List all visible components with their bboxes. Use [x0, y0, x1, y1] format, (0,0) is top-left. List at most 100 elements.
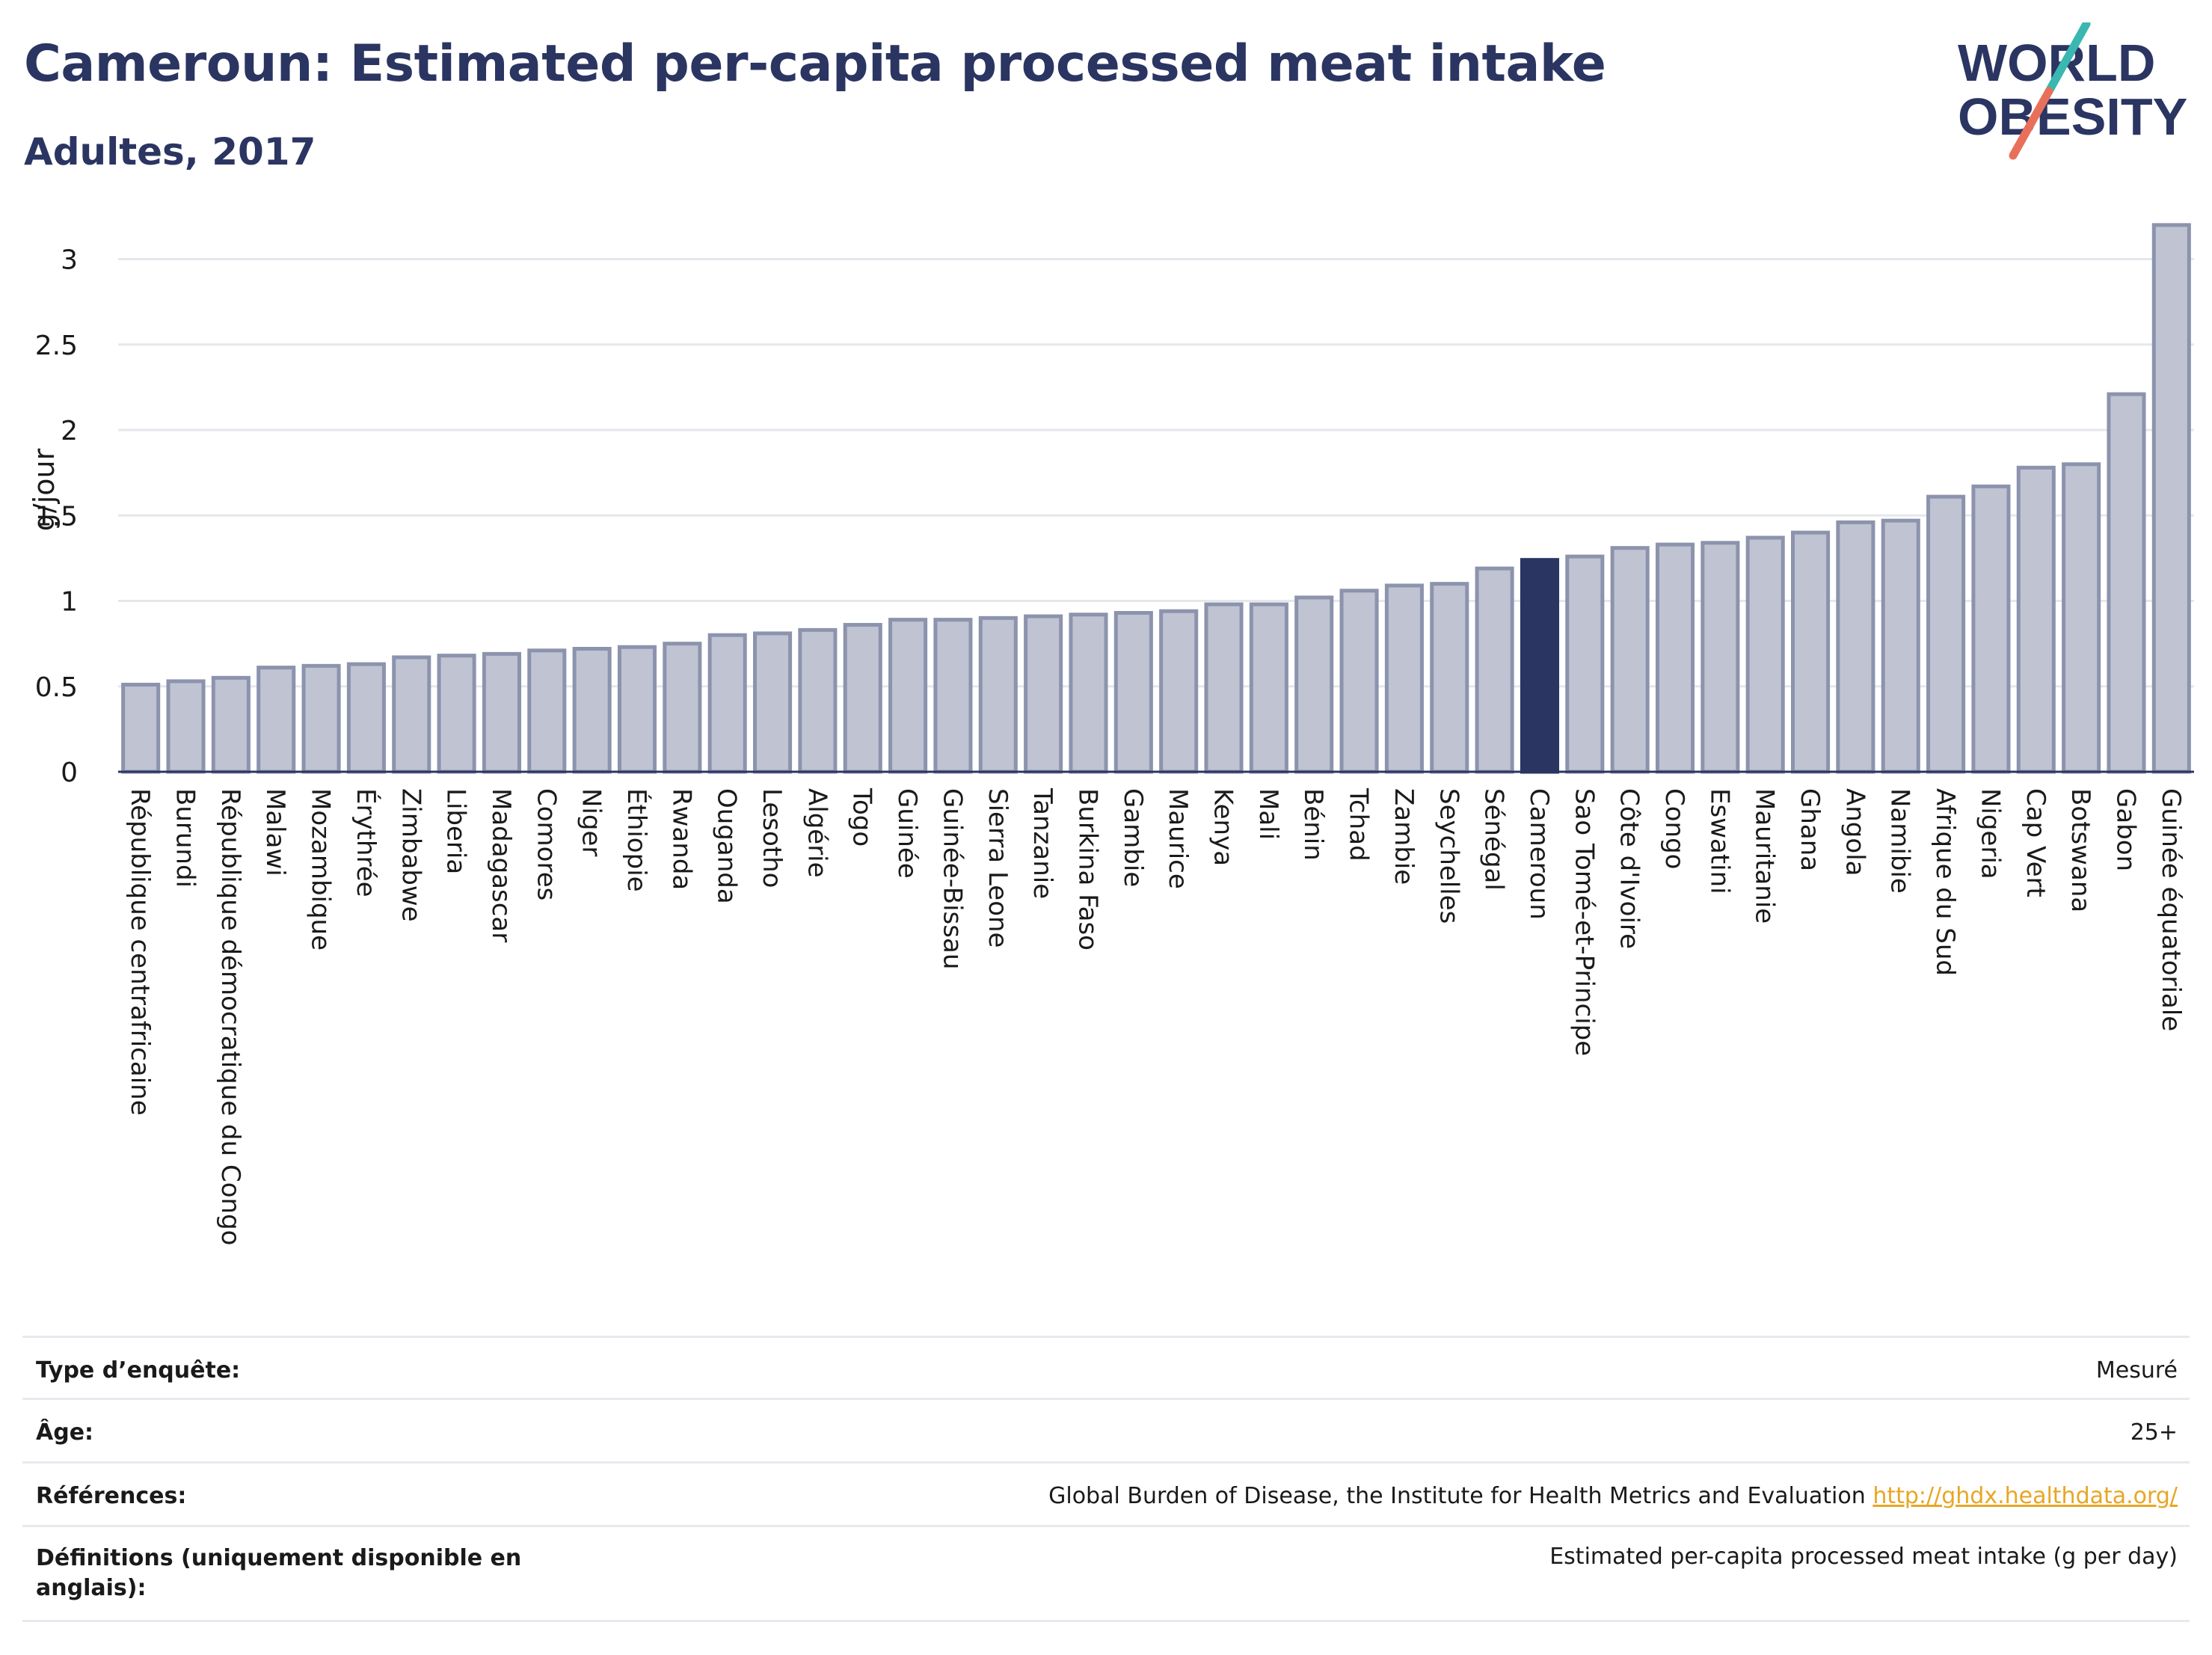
x-tick-label: Sao Tomé-et-Principe	[1569, 788, 1599, 1056]
x-tick-label: Afrique du Sud	[1930, 788, 1960, 976]
x-tick-label: Congo	[1659, 788, 1689, 869]
x-tick-label: Burundi	[170, 788, 200, 888]
x-tick-label: Mauritanie	[1750, 788, 1780, 924]
logo-text-obesity: OBESITY	[1958, 87, 2187, 146]
references-link[interactable]: http://ghdx.healthdata.org/	[1872, 1483, 2178, 1509]
x-tick-label: Cameroun	[1524, 788, 1554, 920]
x-tick-label: Sénégal	[1479, 788, 1509, 891]
info-row-survey-type: Type d’enquête: Mesuré	[22, 1336, 2190, 1398]
info-label-definitions: Définitions (uniquement disponible en an…	[36, 1545, 522, 1601]
bar	[256, 666, 296, 774]
x-tick-label: Algérie	[802, 788, 832, 878]
y-tick-label: 2	[61, 416, 78, 446]
x-tick-label: Ouganda	[712, 788, 742, 904]
bar	[1294, 595, 1334, 774]
bar	[211, 675, 251, 774]
x-tick-label: Angola	[1840, 788, 1870, 876]
bar	[753, 631, 793, 774]
bar	[572, 646, 612, 774]
x-tick-label: Zambie	[1389, 788, 1419, 885]
bar	[798, 627, 838, 774]
info-bottom-rule	[22, 1620, 2190, 1622]
bar	[1430, 582, 1469, 774]
y-tick-label: 0	[61, 758, 78, 788]
x-tick-label: Kenya	[1208, 788, 1238, 866]
info-row-age: Âge: 25+	[22, 1398, 2190, 1461]
bar	[1159, 609, 1199, 774]
bar	[1475, 566, 1514, 774]
bar	[1791, 530, 1831, 774]
x-tick-label: Ghana	[1795, 788, 1825, 871]
y-tick-label: 3	[61, 245, 78, 276]
x-tick-label: République centrafricaine	[125, 788, 155, 1116]
bar	[888, 618, 928, 774]
bar	[482, 651, 521, 774]
bar	[617, 645, 657, 774]
x-tick-label: Érythrée	[351, 788, 381, 897]
bar	[1113, 611, 1153, 774]
bar	[1339, 589, 1379, 774]
x-tick-label: Eswatini	[1704, 788, 1734, 894]
chart-title: Cameroun: Estimated per-capita processed…	[24, 34, 1606, 93]
y-tick-label: 0.5	[35, 672, 78, 703]
bar	[2151, 223, 2191, 774]
x-tick-label: Gabon	[2110, 788, 2140, 871]
bar	[437, 654, 476, 774]
info-row-references: Références: Global Burden of Disease, th…	[22, 1461, 2190, 1525]
bar	[1024, 614, 1063, 774]
x-tick-label: Guinée-Bissau	[937, 788, 967, 969]
x-tick-label: Sierra Leone	[983, 788, 1013, 948]
x-tick-label: Éthiopie	[621, 788, 652, 892]
y-tick-label: 2.5	[35, 331, 78, 361]
bar	[392, 655, 431, 774]
x-tick-label: Gambie	[1118, 788, 1148, 887]
x-tick-label: Cap Vert	[2021, 788, 2050, 897]
world-obesity-logo: WORLD OBESITY	[1958, 22, 2187, 160]
bar	[2062, 462, 2101, 774]
bar	[978, 615, 1018, 774]
info-label-age: Âge:	[36, 1419, 94, 1446]
x-tick-label: Niger	[577, 788, 606, 856]
info-value-definitions: Estimated per-capita processed meat inta…	[1549, 1544, 2178, 1570]
x-tick-label: Guinée équatoriale	[2156, 788, 2186, 1031]
x-tick-label: Tchad	[1344, 787, 1374, 862]
x-tick-label: Guinée	[892, 788, 922, 879]
x-tick-label: Bénin	[1298, 788, 1328, 861]
info-label-references: Références:	[36, 1483, 187, 1509]
bar	[346, 662, 386, 774]
x-tick-label: Mali	[1253, 788, 1283, 840]
bar	[1565, 554, 1605, 774]
x-tick-label: République démocratique du Congo	[215, 788, 245, 1245]
bar	[1971, 484, 2011, 774]
x-tick-label: Liberia	[441, 788, 471, 874]
x-tick-label: Togo	[847, 787, 877, 847]
bar	[1204, 602, 1244, 774]
x-tick-label: Maurice	[1163, 788, 1193, 889]
bar	[1069, 612, 1108, 774]
bar	[1881, 518, 1920, 774]
x-tick-label: Côte d'Ivoire	[1615, 788, 1644, 949]
bar	[1926, 494, 1966, 774]
bar	[1701, 541, 1740, 774]
x-tick-label: Tanzanie	[1027, 787, 1057, 899]
bar-chart: 0 0.5 1 1.5 2 2.5 3 g/jour République centrafric…	[28, 223, 2194, 1245]
info-value-age: 25+	[2130, 1419, 2178, 1446]
bar	[527, 648, 567, 774]
bar	[121, 682, 161, 774]
info-value-survey-type: Mesuré	[2095, 1357, 2178, 1384]
info-row-definitions: Définitions (uniquement disponible en an…	[22, 1525, 2190, 1620]
bar	[1520, 558, 1559, 774]
bar	[1384, 583, 1424, 774]
x-tick-label: Seychelles	[1434, 788, 1463, 924]
info-table: Type d’enquête: Mesuré Âge: 25+ Référenc…	[22, 1336, 2190, 1622]
bar	[843, 623, 882, 774]
y-axis-label: g/jour	[28, 448, 61, 531]
y-tick-label: 1	[61, 587, 78, 618]
references-text: Global Burden of Disease, the Institute …	[1048, 1483, 1866, 1509]
y-tick-label: 1.5	[35, 501, 78, 532]
x-tick-label: Lesotho	[757, 788, 787, 888]
bar	[1655, 542, 1695, 774]
bar	[1745, 535, 1785, 774]
bar	[2107, 392, 2146, 774]
bar	[1836, 520, 1875, 774]
